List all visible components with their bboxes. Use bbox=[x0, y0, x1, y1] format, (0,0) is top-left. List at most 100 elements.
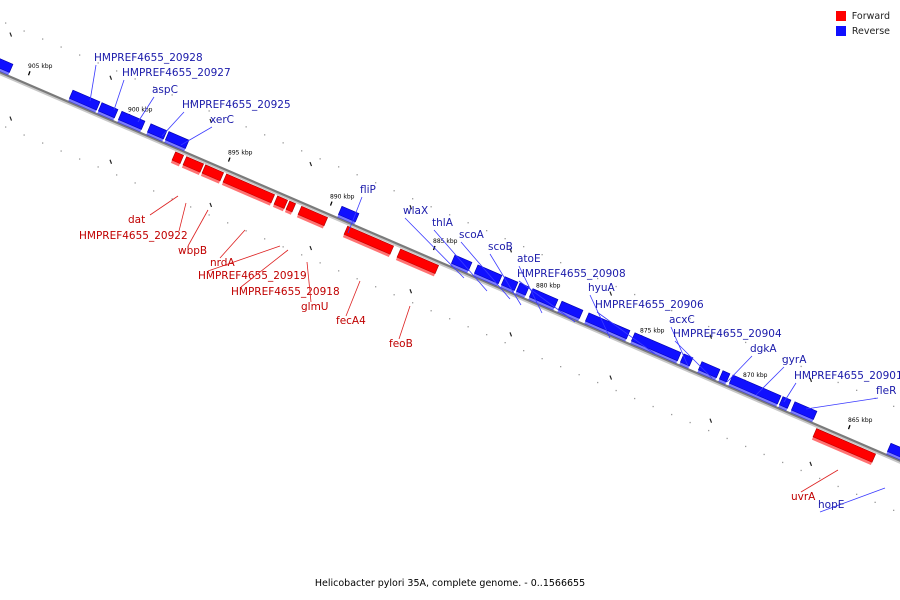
grid-dot bbox=[301, 150, 303, 152]
grid-dash bbox=[609, 291, 613, 296]
gene-block-edge bbox=[296, 214, 325, 229]
kbp-tick-label: 880 kbp bbox=[536, 282, 561, 289]
kbp-tick-label: 875 kbp bbox=[640, 327, 665, 334]
gene-block-edge bbox=[557, 309, 580, 322]
grid-dot bbox=[412, 302, 414, 304]
gene-block-edge bbox=[811, 436, 873, 466]
grid-dot bbox=[837, 381, 839, 384]
forward-leader-line bbox=[149, 195, 179, 216]
grid-dot bbox=[763, 349, 765, 352]
grid-dash bbox=[9, 116, 13, 121]
reverse-leader-line bbox=[347, 196, 363, 234]
reverse-gene-label: scoA bbox=[459, 229, 485, 241]
grid-dot bbox=[190, 206, 192, 208]
grid-dot bbox=[726, 333, 728, 336]
forward-leader-line bbox=[207, 245, 281, 272]
reverse-leader-line bbox=[755, 366, 785, 396]
reverse-gene-label: HMPREF4655_20908 bbox=[517, 268, 626, 280]
grid-dot bbox=[486, 334, 488, 336]
grid-dash bbox=[409, 205, 413, 210]
forward-leader-line bbox=[187, 209, 209, 247]
grid-dot bbox=[467, 222, 469, 224]
grid-dot bbox=[227, 118, 229, 120]
grid-dot bbox=[60, 150, 62, 152]
grid-dot bbox=[208, 110, 210, 112]
legend-forward: Forward bbox=[835, 9, 890, 23]
reverse-gene-label: atoE bbox=[517, 253, 541, 265]
grid-dot bbox=[689, 421, 691, 424]
grid-dot bbox=[634, 293, 636, 296]
legend-forward-label: Forward bbox=[851, 10, 890, 22]
grid-dash bbox=[509, 332, 513, 337]
reverse-gene-label: HMPREF4655_20904 bbox=[673, 328, 782, 340]
gene-block-edge bbox=[117, 119, 142, 133]
forward-gene-label: fecA4 bbox=[336, 315, 366, 327]
grid-dot bbox=[319, 158, 321, 160]
grid-dot bbox=[449, 318, 451, 320]
reverse-gene-label: wlaX bbox=[403, 205, 428, 217]
grid-dot bbox=[745, 341, 747, 344]
reverse-gene-label: aspC bbox=[152, 84, 178, 96]
grid-dot bbox=[615, 389, 617, 392]
reverse-leader-line bbox=[596, 311, 656, 355]
grid-dot bbox=[97, 166, 99, 168]
reverse-gene-label: HMPREF4655_20928 bbox=[94, 52, 203, 64]
forward-swatch bbox=[835, 11, 846, 21]
reverse-leader-line bbox=[674, 340, 713, 379]
grid-dot bbox=[856, 493, 858, 495]
reverse-leader-line bbox=[460, 241, 511, 300]
genome-caption: Helicobacter pylori 35A, complete genome… bbox=[314, 578, 586, 589]
grid-dot bbox=[615, 285, 617, 288]
grid-dash bbox=[9, 32, 13, 37]
reverse-leader-line bbox=[433, 229, 488, 292]
gene-block-edge bbox=[200, 173, 221, 184]
forward-gene-label: dat bbox=[128, 214, 145, 226]
grid-dot bbox=[42, 38, 44, 40]
grid-dot bbox=[264, 238, 266, 240]
grid-dot bbox=[356, 278, 358, 280]
kbp-tick-mark bbox=[329, 201, 333, 206]
grid-dots bbox=[5, 22, 895, 511]
backbone-line bbox=[0, 71, 900, 462]
reverse-leader-line bbox=[161, 111, 185, 137]
gene-features bbox=[0, 58, 900, 466]
reverse-gene-label: HMPREF4655_20906 bbox=[595, 299, 704, 311]
grid-dot bbox=[116, 70, 118, 72]
reverse-gene-label: hyuA bbox=[588, 282, 616, 294]
forward-leader-line bbox=[345, 280, 361, 317]
kbp-ticks: 905 kbp 900 kbp 895 kbp 890 kbp 885 kbp 880 k… bbox=[27, 63, 873, 430]
legend-reverse: Reverse bbox=[835, 24, 890, 38]
grid-dot bbox=[208, 214, 210, 216]
forward-leader-line bbox=[398, 305, 411, 340]
reverse-leader-line bbox=[518, 280, 576, 323]
grid-dot bbox=[393, 190, 395, 192]
grid-dash bbox=[709, 418, 713, 423]
grid-dash bbox=[109, 75, 113, 80]
reverse-gene-label: gyrA bbox=[782, 354, 807, 366]
gene-block-edge bbox=[528, 296, 555, 311]
grid-dot bbox=[652, 301, 654, 304]
grid-dot bbox=[782, 357, 784, 360]
grid-dot bbox=[708, 325, 710, 328]
grid-dot bbox=[763, 453, 765, 456]
grid-dot bbox=[560, 262, 562, 264]
grid-dot bbox=[541, 254, 543, 256]
grid-dot bbox=[634, 397, 636, 400]
grid-dot bbox=[504, 342, 506, 344]
grid-dot bbox=[671, 309, 673, 312]
grid-dot bbox=[467, 326, 469, 328]
grid-dot bbox=[560, 366, 562, 368]
reverse-leader-line bbox=[404, 217, 465, 279]
grid-dot bbox=[856, 389, 858, 391]
gene-block-edge bbox=[718, 378, 727, 385]
reverse-leader-line bbox=[726, 355, 753, 383]
kbp-tick-label: 870 kbp bbox=[743, 372, 768, 379]
grid-dot bbox=[79, 158, 81, 160]
gene-block-edge bbox=[500, 284, 515, 294]
grid-dot bbox=[430, 206, 432, 208]
forward-gene-label: HMPREF4655_20918 bbox=[231, 286, 340, 298]
grid-dash bbox=[809, 461, 813, 467]
forward-leader-line bbox=[240, 249, 289, 288]
